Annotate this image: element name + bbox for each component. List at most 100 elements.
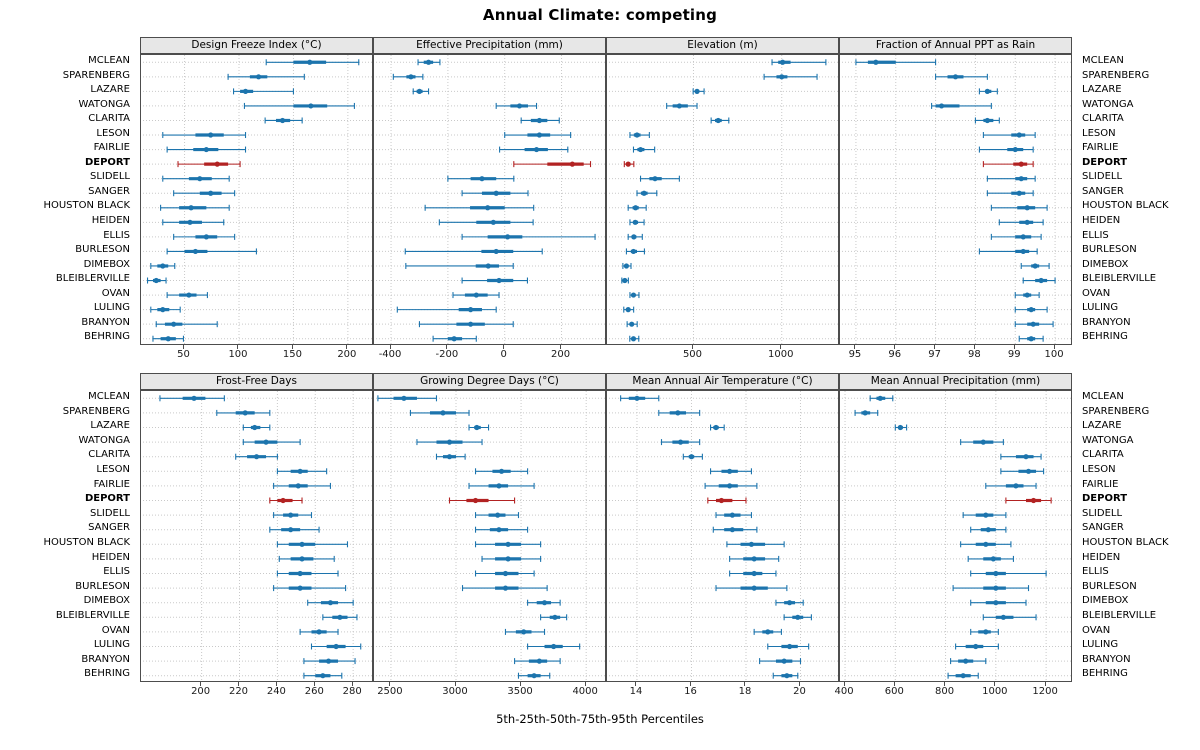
- station-row-heiden: [998, 219, 1044, 226]
- station-label: BURLESON: [1082, 244, 1137, 256]
- station-row-slidell: [273, 512, 313, 519]
- station-row-leson: [162, 132, 247, 139]
- station-row-slidell: [474, 512, 520, 519]
- station-label: MCLEAN: [1082, 391, 1124, 402]
- station-label: HOUSTON BLACK: [43, 200, 130, 212]
- station-row-ellis: [461, 233, 596, 240]
- x-tick-mark: [934, 345, 936, 349]
- x-tick-label: 400: [834, 686, 854, 697]
- station-label: DEPORT: [1082, 156, 1128, 168]
- station-label: LAZARE: [90, 84, 130, 96]
- station-row-lazare: [412, 88, 430, 95]
- station-label: SANGER: [88, 522, 130, 534]
- station-row-deport: [1005, 497, 1052, 504]
- station-row-dimebox: [970, 599, 1027, 606]
- station-row-houston-black: [276, 541, 349, 548]
- station-label: LESON: [1082, 127, 1116, 139]
- station-row-ellis: [729, 570, 777, 577]
- station-row-mclean: [159, 395, 225, 402]
- x-tick-label: 240: [266, 686, 286, 697]
- station-row-deport: [982, 161, 1034, 168]
- station-row-watonga: [960, 439, 1004, 446]
- station-row-branyon: [514, 658, 561, 665]
- x-tick-mark: [454, 682, 456, 686]
- station-row-luling: [310, 643, 362, 650]
- station-row-clarita: [1000, 453, 1042, 460]
- station-label: SLIDELL: [89, 171, 130, 183]
- station-row-ellis: [970, 570, 1047, 577]
- station-row-bleiblerville: [461, 277, 528, 284]
- station-row-branyon: [303, 658, 356, 665]
- station-row-watonga: [416, 439, 483, 446]
- x-tick-label: 0: [500, 349, 507, 360]
- station-row-clarita: [235, 453, 278, 460]
- station-row-deport: [177, 161, 241, 168]
- station-row-clarita: [520, 117, 560, 124]
- x-tick-label: 95: [848, 349, 862, 360]
- panel-axis-elevation-m: 500 1000: [606, 345, 839, 363]
- x-tick-mark: [503, 345, 505, 349]
- station-label: SPARENBERG: [62, 69, 130, 81]
- station-row-ovan: [629, 292, 640, 299]
- station-row-slidell: [715, 512, 752, 519]
- station-row-watonga: [666, 102, 698, 109]
- station-row-fairlie: [468, 482, 535, 489]
- x-tick-label: 98: [968, 349, 981, 360]
- station-row-lazare: [242, 424, 271, 431]
- x-tick-label: 1000: [982, 686, 1008, 697]
- x-tick-mark: [346, 345, 348, 349]
- station-label: LULING: [1082, 302, 1119, 314]
- x-tick-mark: [351, 682, 353, 686]
- station-row-luling: [1014, 306, 1048, 313]
- station-row-ellis: [474, 570, 535, 577]
- station-row-heiden: [162, 219, 225, 226]
- station-label: DEPORT: [1082, 493, 1128, 505]
- station-row-sanger: [269, 526, 320, 533]
- x-tick-mark: [389, 682, 391, 686]
- station-row-deport: [513, 161, 592, 168]
- station-row-slidell: [162, 175, 230, 182]
- x-tick-mark: [291, 345, 293, 349]
- station-labels-left-row1: MCLEAN SPARENBERG LAZARE WATONGA CLARITA LESO…: [0, 54, 134, 345]
- station-row-mclean: [855, 59, 937, 66]
- station-row-burleson: [166, 248, 257, 255]
- panel-axis-fraction-of-annual-ppt-as-rain: 95 96 97 98 99 100: [839, 345, 1072, 363]
- station-label: FAIRLIE: [1082, 478, 1119, 490]
- x-tick-mark: [1053, 345, 1055, 349]
- panel-strip-growing-degree-days-c: Growing Degree Days (°C): [373, 373, 606, 390]
- station-row-fairlie: [273, 482, 331, 489]
- axis-caption: 5th-25th-50th-75th-95th Percentiles: [496, 712, 704, 726]
- station-row-houston-black: [627, 204, 647, 211]
- x-tick-label: 1000: [768, 349, 794, 360]
- station-row-houston-black: [960, 541, 1012, 548]
- station-row-ellis: [627, 233, 643, 240]
- x-tick-mark: [894, 345, 896, 349]
- station-label: ELLIS: [103, 566, 130, 578]
- station-row-houston-black: [474, 541, 542, 548]
- station-row-branyon: [759, 658, 802, 665]
- station-row-lazare: [710, 424, 725, 431]
- x-tick-mark: [1044, 682, 1046, 686]
- station-row-heiden: [278, 555, 335, 562]
- station-row-luling: [767, 643, 810, 650]
- station-row-behring: [303, 672, 343, 679]
- station-row-houston-black: [990, 204, 1048, 211]
- station-label: SANGER: [1082, 522, 1124, 534]
- station-row-branyon: [626, 321, 638, 328]
- station-row-sanger: [173, 190, 236, 197]
- station-row-mclean: [620, 395, 660, 402]
- station-label: BURLESON: [1082, 580, 1137, 592]
- x-tick-label: -200: [435, 349, 459, 360]
- station-label: MCLEAN: [88, 391, 130, 402]
- station-row-deport: [448, 497, 516, 504]
- station-row-behring: [947, 672, 979, 679]
- x-tick-mark: [893, 682, 895, 686]
- station-row-fairlie: [985, 482, 1037, 489]
- station-label: DEPORT: [84, 493, 130, 505]
- x-tick-label: 3000: [442, 686, 468, 697]
- station-label: BEHRING: [84, 331, 130, 343]
- station-row-dimebox: [405, 262, 514, 269]
- station-row-bleiblerville: [146, 277, 167, 284]
- station-label: BRANYON: [81, 316, 130, 328]
- station-row-houston-black: [726, 541, 785, 548]
